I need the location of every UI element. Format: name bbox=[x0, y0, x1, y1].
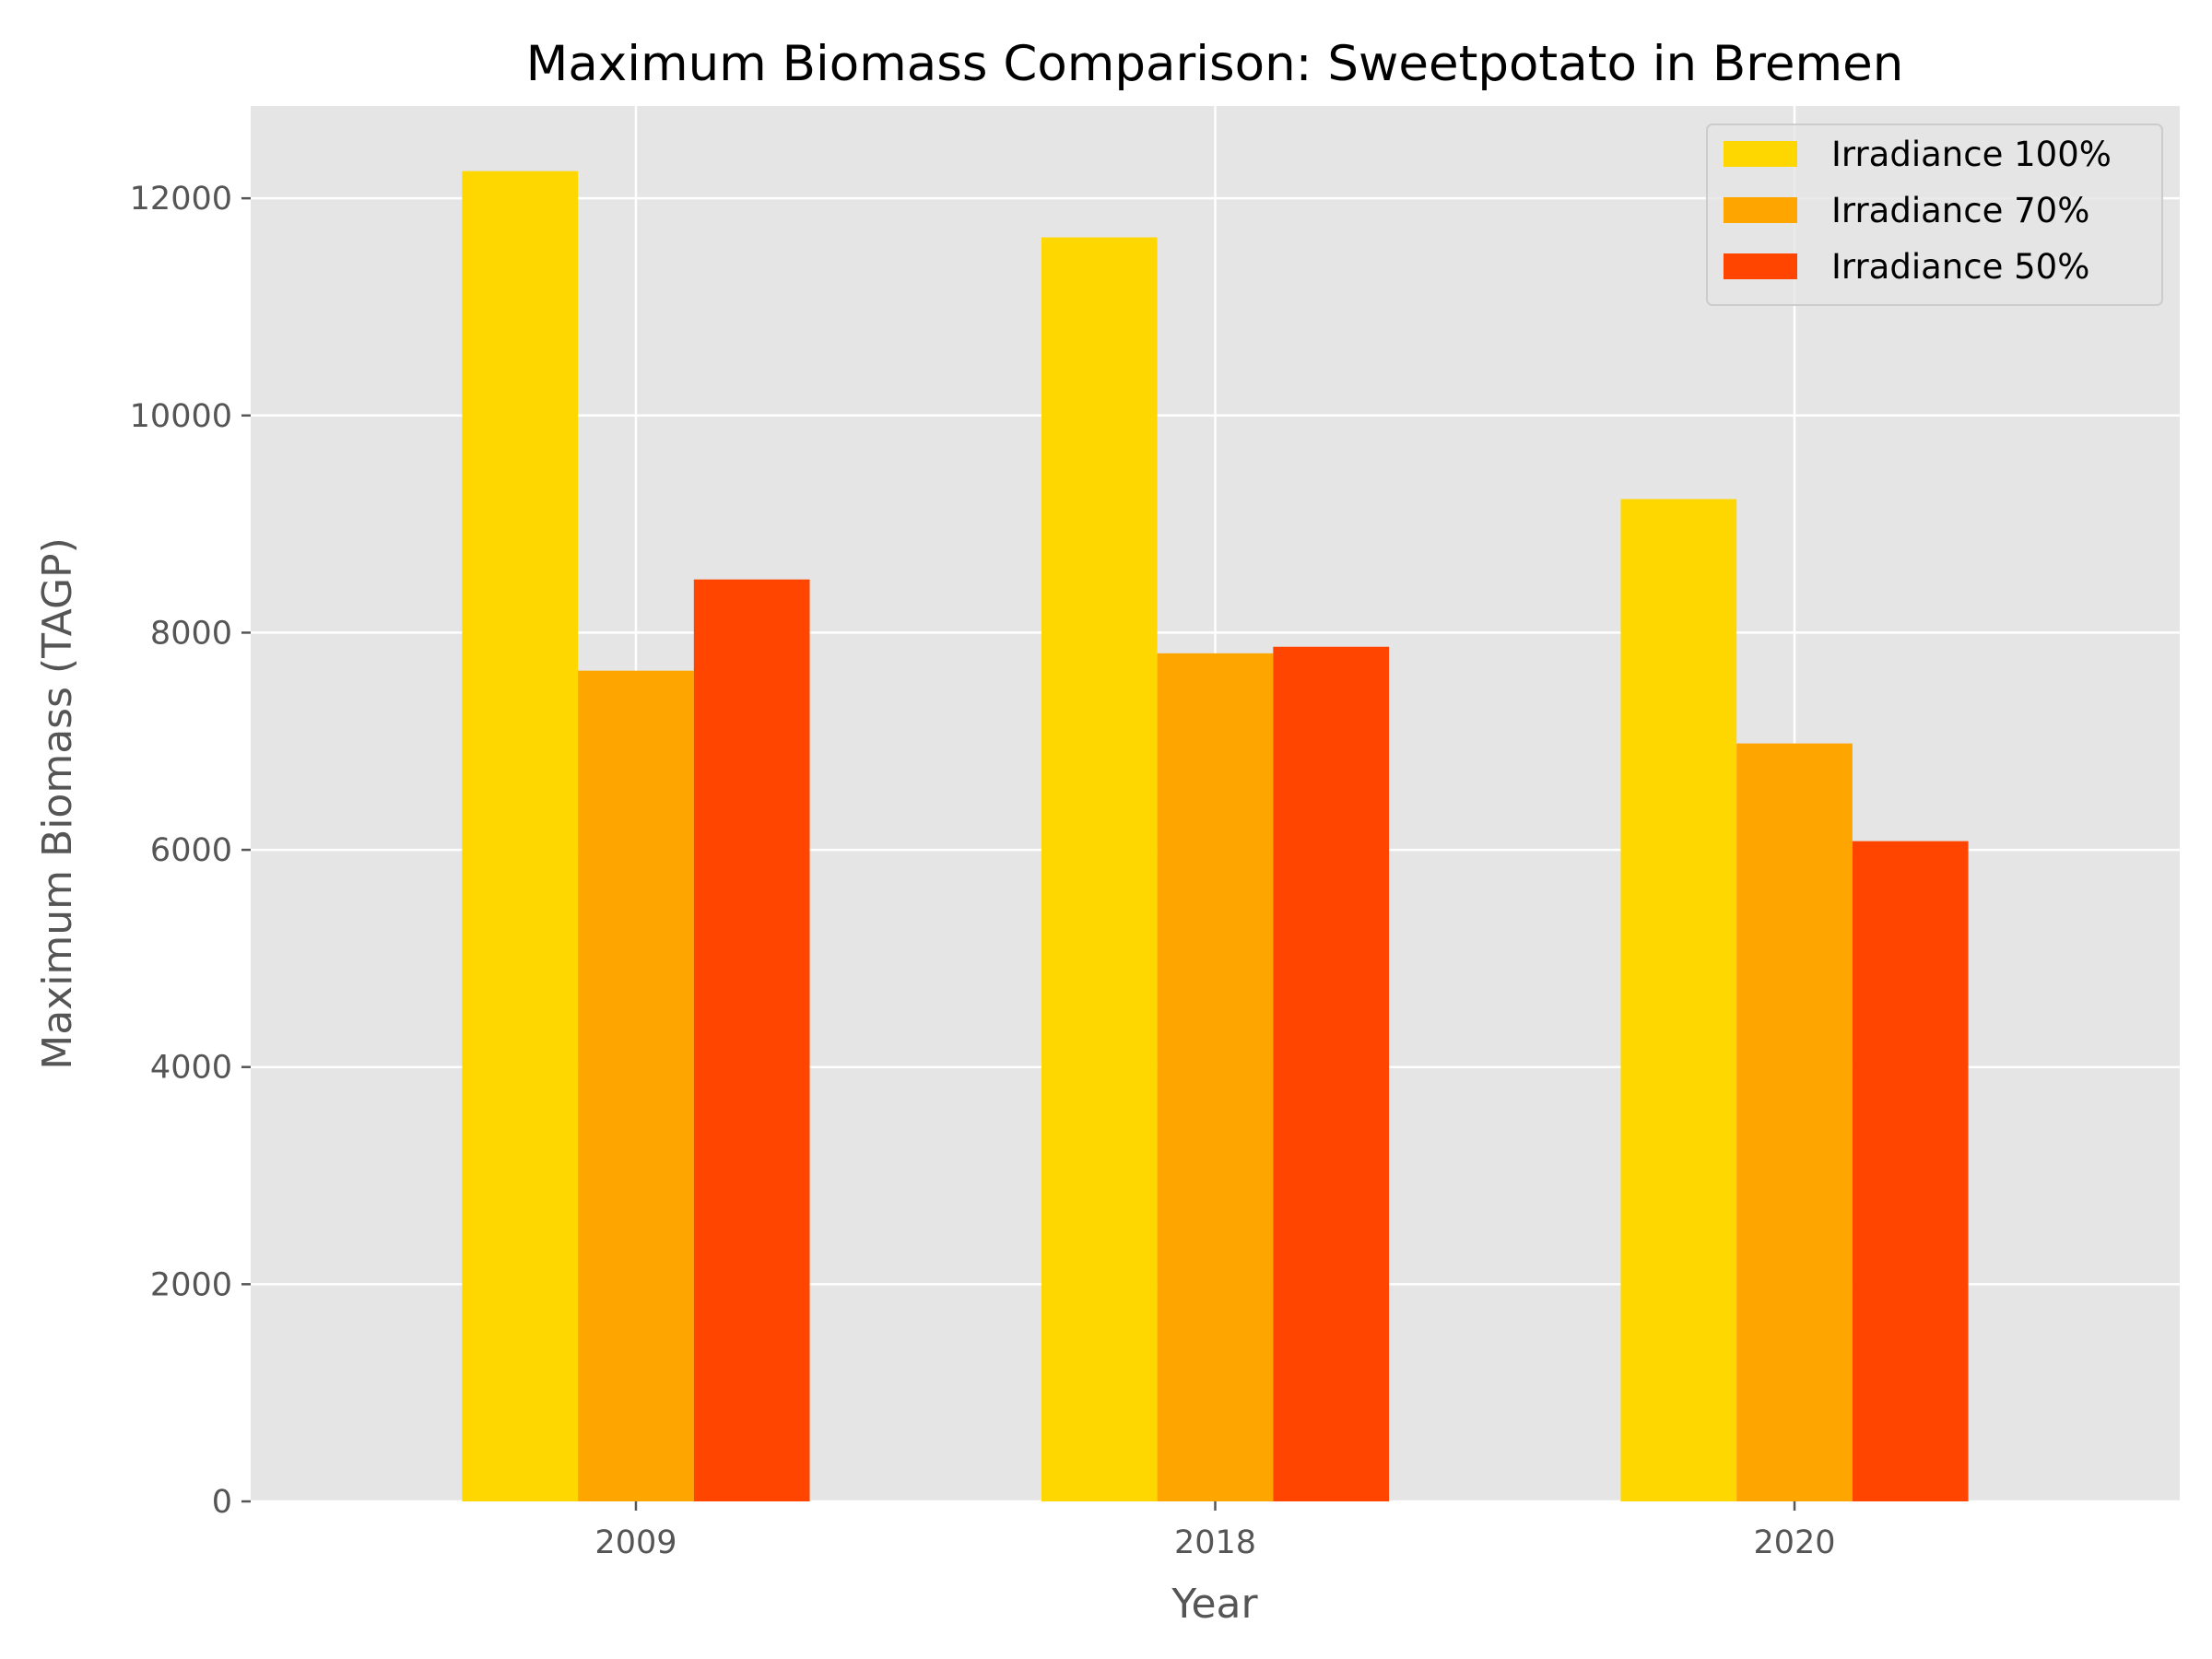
x-tick-label: 2009 bbox=[594, 1524, 677, 1561]
bar-2018-3 bbox=[1273, 646, 1390, 1501]
bar-2020-1 bbox=[1620, 499, 1737, 1501]
legend-label: Irradiance 50% bbox=[1831, 247, 2089, 287]
legend-box bbox=[1706, 124, 2163, 306]
y-tick-label: 8000 bbox=[150, 615, 232, 652]
y-tick-label: 6000 bbox=[150, 832, 232, 869]
legend-label: Irradiance 70% bbox=[1831, 191, 2089, 230]
legend-swatch bbox=[1724, 197, 1797, 223]
x-tick-label: 2018 bbox=[1174, 1524, 1256, 1561]
bar-2018-2 bbox=[1157, 653, 1274, 1501]
x-tick-label: 2020 bbox=[1753, 1524, 1835, 1561]
bar-2018-1 bbox=[1041, 237, 1158, 1501]
y-tick-label: 12000 bbox=[130, 181, 232, 218]
y-axis-ticks: 0 2000 4000 6000 8000 10000 12000 bbox=[130, 181, 251, 1521]
y-tick-label: 2000 bbox=[150, 1266, 232, 1303]
bar-2020-2 bbox=[1736, 743, 1853, 1501]
bar-2020-3 bbox=[1852, 841, 1969, 1501]
y-tick-label: 4000 bbox=[150, 1050, 232, 1087]
legend-swatch bbox=[1724, 141, 1797, 167]
bar-2009-3 bbox=[693, 579, 810, 1501]
x-axis-label: Year bbox=[1171, 1581, 1258, 1628]
legend: Irradiance 100% Irradiance 70% Irradiance … bbox=[1706, 124, 2163, 306]
chart-title: Maximum Biomass Comparison: Sweetpotato … bbox=[526, 36, 1904, 92]
legend-swatch bbox=[1724, 253, 1797, 279]
y-axis-label: Maximum Biomass (TAGP) bbox=[34, 537, 81, 1070]
bars bbox=[462, 171, 1969, 1501]
bar-2009-1 bbox=[462, 171, 579, 1501]
x-axis-ticks: 2009 2018 2020 bbox=[594, 1501, 1836, 1561]
bar-2009-2 bbox=[578, 670, 694, 1501]
y-tick-label: 0 bbox=[212, 1484, 232, 1521]
legend-label: Irradiance 100% bbox=[1831, 135, 2112, 174]
y-tick-label: 10000 bbox=[130, 398, 232, 435]
